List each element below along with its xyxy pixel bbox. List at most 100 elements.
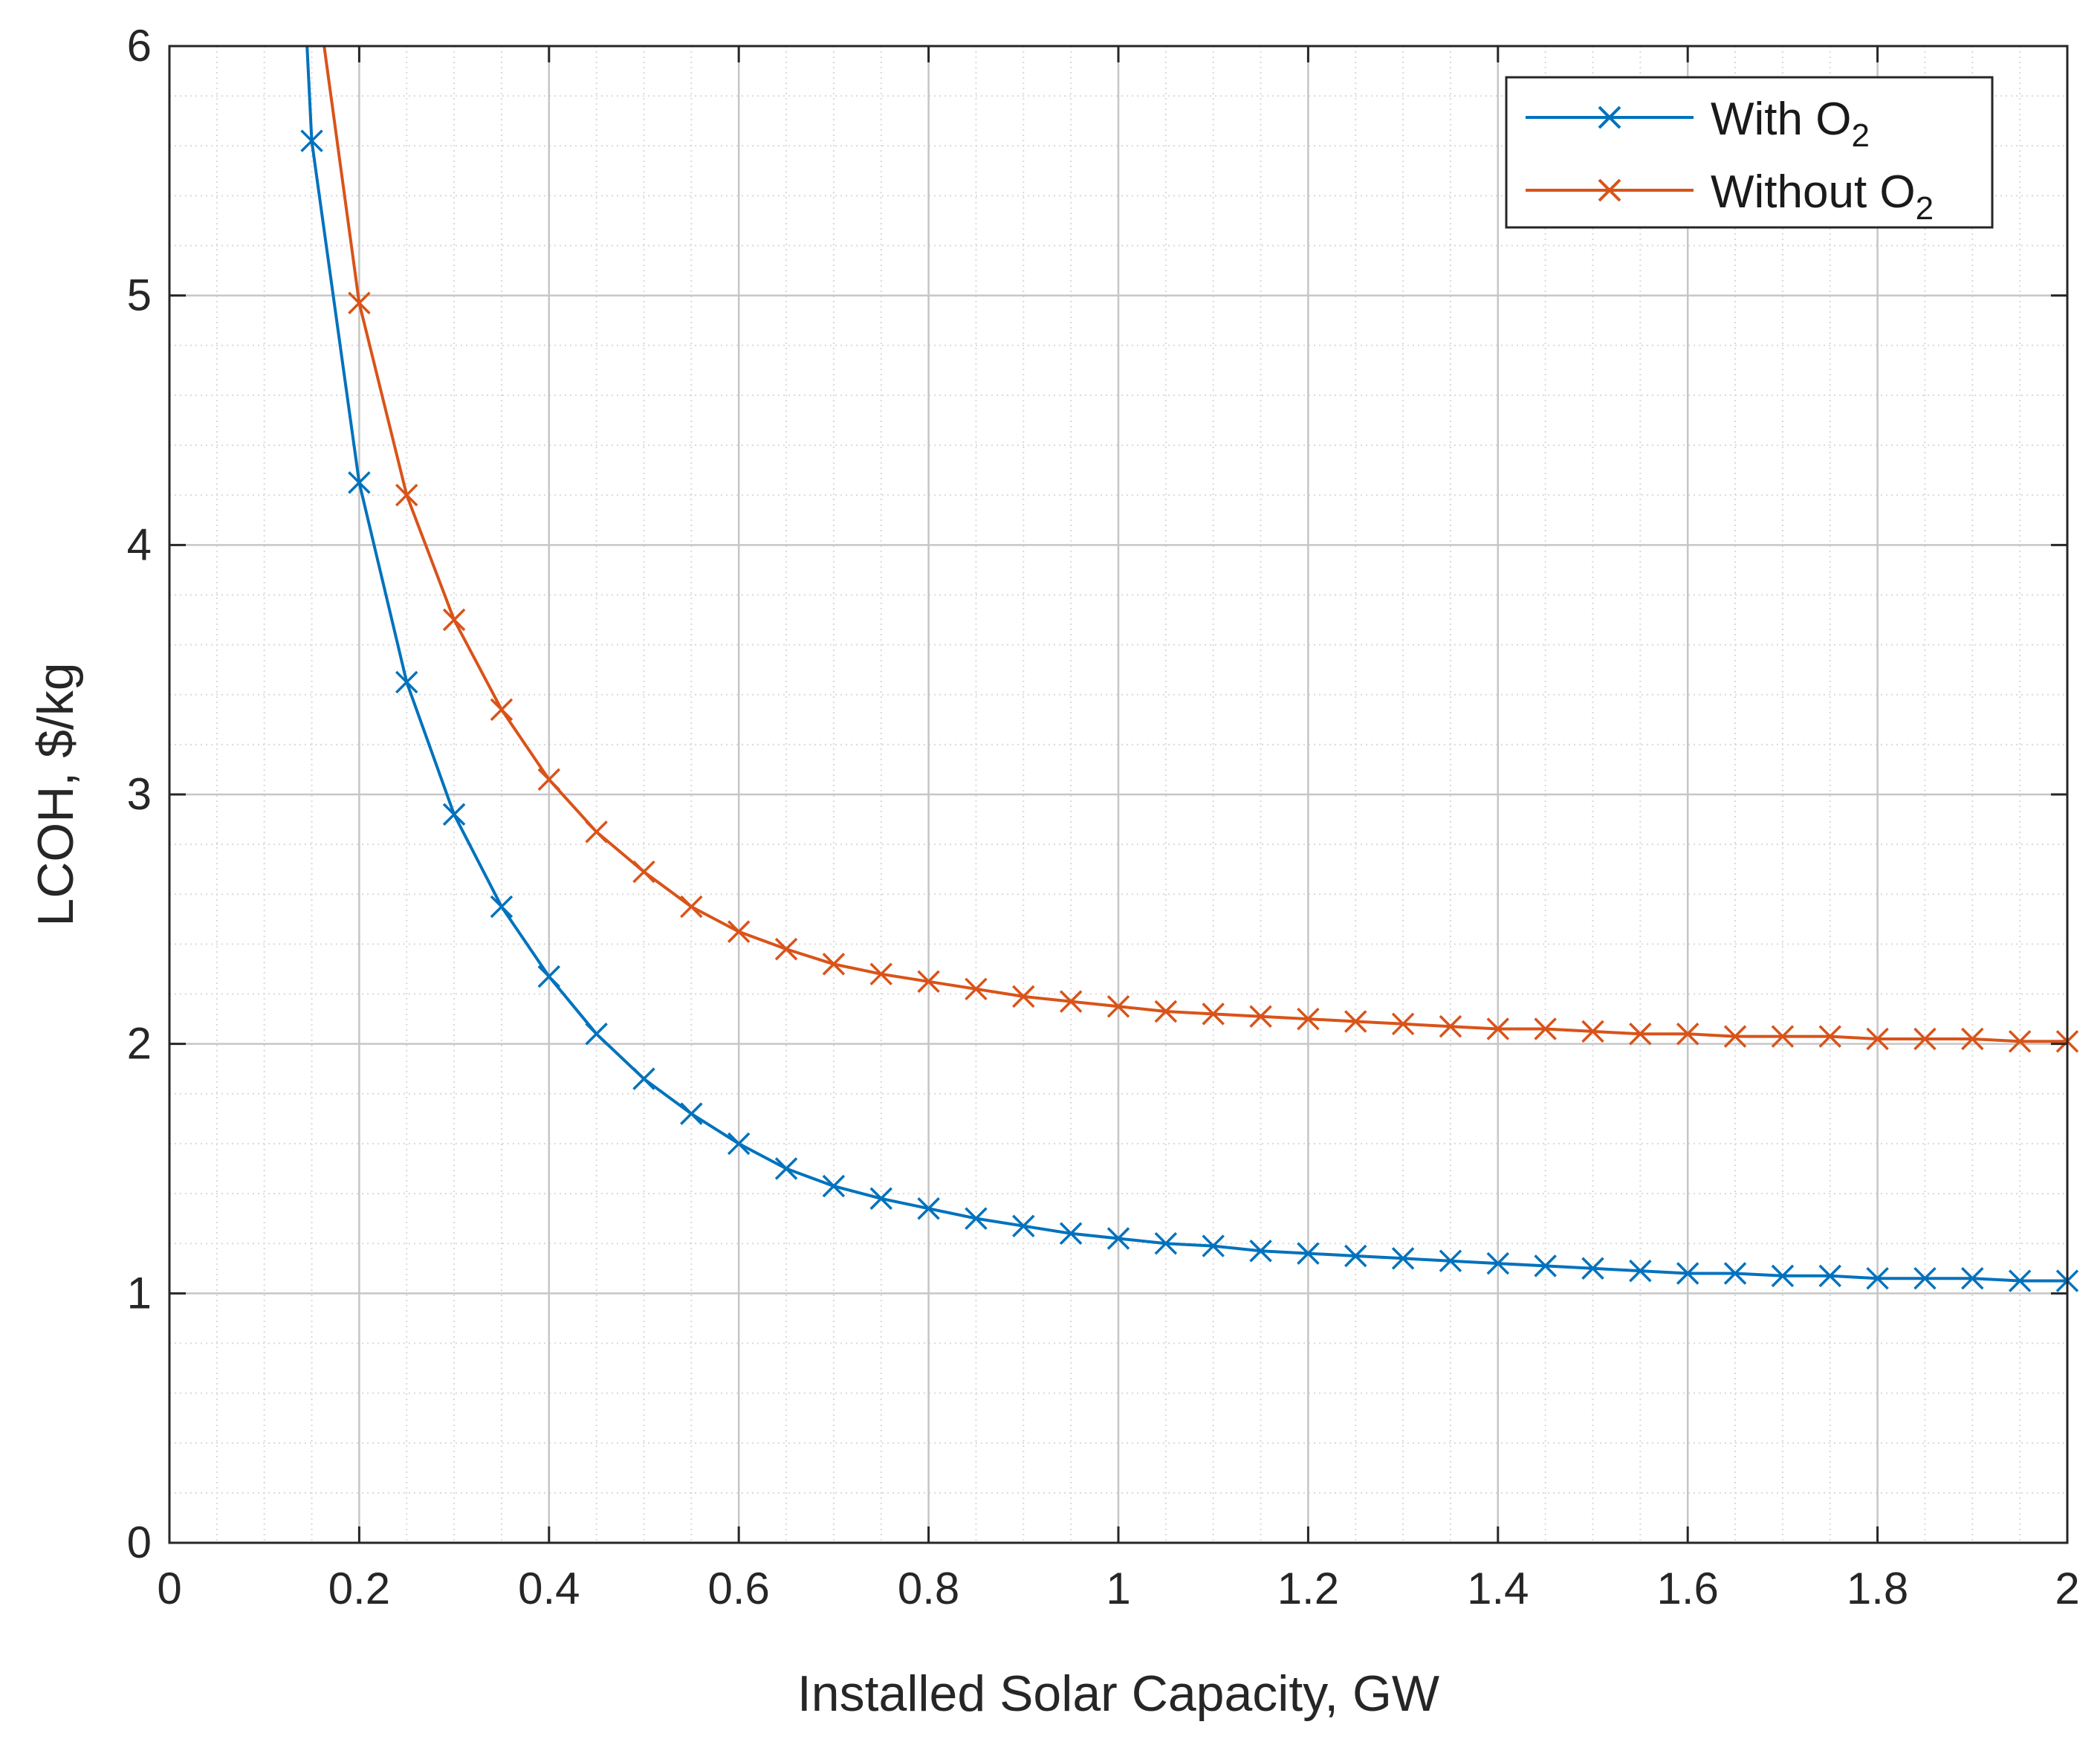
- data-point-with-o2: [632, 1067, 655, 1090]
- y-tick-label: 2: [127, 1019, 152, 1069]
- data-point-with-o2: [1012, 1214, 1035, 1237]
- data-point-without-o2: [1629, 1023, 1652, 1046]
- data-point-without-o2: [1439, 1014, 1462, 1038]
- x-tick-label: 1.2: [1277, 1564, 1339, 1613]
- data-point-without-o2: [1202, 1003, 1225, 1026]
- data-point-with-o2: [2008, 1269, 2032, 1292]
- data-point-without-o2: [965, 977, 988, 1001]
- data-point-with-o2: [1439, 1249, 1462, 1272]
- data-point-with-o2: [1534, 1254, 1557, 1277]
- data-point-with-o2: [680, 1102, 703, 1125]
- data-point-without-o2: [1486, 1017, 1510, 1040]
- y-tick-label: 1: [127, 1268, 152, 1318]
- data-point-with-o2: [1629, 1259, 1652, 1283]
- legend-label-with-o2-text: With O: [1711, 94, 1851, 145]
- y-tick-label: 0: [127, 1518, 152, 1567]
- data-point-with-o2: [1154, 1231, 1178, 1255]
- x-tick-label: 0.4: [518, 1564, 580, 1613]
- y-tick-label: 6: [127, 21, 152, 71]
- x-tick-label: 0.8: [898, 1564, 959, 1613]
- data-point-with-o2: [917, 1196, 940, 1220]
- data-point-without-o2: [1534, 1017, 1557, 1040]
- data-point-without-o2: [1676, 1023, 1699, 1046]
- data-point-without-o2: [774, 937, 798, 961]
- x-tick-label: 0.2: [328, 1564, 390, 1613]
- legend-box: [1505, 76, 1994, 229]
- data-point-without-o2: [1249, 1005, 1272, 1028]
- data-point-without-o2: [490, 698, 513, 722]
- data-point-with-o2: [1249, 1240, 1272, 1263]
- data-point-without-o2: [1344, 1010, 1367, 1033]
- data-point-without-o2: [1106, 995, 1130, 1018]
- data-point-with-o2: [1486, 1251, 1510, 1275]
- y-tick-label: 5: [127, 271, 152, 320]
- data-point-without-o2: [1913, 1027, 1937, 1051]
- x-axis-label: Installed Solar Capacity, GW: [797, 1665, 1439, 1722]
- data-point-without-o2: [2008, 1030, 2032, 1053]
- y-tick-label: 4: [127, 519, 152, 569]
- data-point-with-o2: [537, 965, 561, 988]
- data-point-without-o2: [1297, 1007, 1320, 1031]
- data-point-without-o2: [1012, 985, 1035, 1008]
- major-grid: [169, 46, 2067, 1543]
- data-point-without-o2: [632, 860, 655, 884]
- data-point-with-o2: [490, 895, 513, 919]
- data-point-with-o2: [1866, 1266, 1889, 1290]
- data-point-with-o2: [1913, 1266, 1937, 1290]
- data-point-without-o2: [1771, 1025, 1795, 1048]
- data-point-with-o2: [1771, 1264, 1795, 1288]
- data-point-with-o2: [965, 1207, 988, 1230]
- legend-label-with-o2-subscript: 2: [1851, 117, 1869, 154]
- y-tick-labels: 0 1 2 3 4 5 6: [127, 21, 152, 1567]
- data-point-without-o2: [537, 768, 561, 791]
- data-point-without-o2: [727, 920, 751, 943]
- data-point-with-o2: [1818, 1264, 1841, 1288]
- legend-label-without-o2-text: Without O: [1711, 166, 1916, 218]
- legend-marker-with-o2: [1598, 106, 1621, 129]
- x-tick-label: 1.8: [1847, 1564, 1908, 1613]
- data-point-without-o2: [680, 895, 703, 919]
- data-point-without-o2: [869, 962, 892, 985]
- data-point-with-o2: [1344, 1244, 1367, 1268]
- data-point-without-o2: [1818, 1025, 1841, 1048]
- data-point-with-o2: [727, 1132, 751, 1156]
- data-point-with-o2: [1202, 1234, 1225, 1257]
- x-tick-label: 1: [1106, 1564, 1130, 1613]
- data-point-without-o2: [395, 483, 418, 507]
- data-point-without-o2: [1961, 1027, 1984, 1051]
- data-point-without-o2: [1391, 1012, 1415, 1036]
- data-point-without-o2: [442, 608, 466, 632]
- data-point-with-o2: [869, 1187, 892, 1211]
- data-point-with-o2: [1297, 1242, 1320, 1265]
- data-point-with-o2: [1391, 1247, 1415, 1270]
- data-point-with-o2: [442, 803, 466, 826]
- y-axis-label: LCOH, $/kg: [27, 662, 84, 926]
- legend-label-without-o2: Without O2: [1711, 166, 1934, 227]
- x-tick-label: 0: [157, 1564, 181, 1613]
- data-point-without-o2: [1059, 990, 1083, 1013]
- data-point-with-o2: [1723, 1262, 1747, 1285]
- data-point-with-o2: [1676, 1262, 1699, 1285]
- data-point-with-o2: [774, 1157, 798, 1180]
- x-tick-label: 1.4: [1467, 1564, 1529, 1613]
- legend-label-without-o2-subscript: 2: [1916, 190, 1934, 227]
- data-point-with-o2: [1961, 1266, 1984, 1290]
- data-point-without-o2: [1723, 1025, 1747, 1048]
- x-tick-label: 1.6: [1656, 1564, 1718, 1613]
- x-tick-label: 0.6: [707, 1564, 769, 1613]
- data-point-with-o2: [822, 1174, 846, 1198]
- legend: With O2 Without O2: [1505, 76, 1994, 229]
- data-point-without-o2: [1154, 1000, 1178, 1023]
- data-point-without-o2: [1866, 1027, 1889, 1051]
- y-tick-label: 3: [127, 769, 152, 819]
- data-point-without-o2: [822, 953, 846, 976]
- legend-marker-without-o2: [1598, 178, 1621, 202]
- data-point-with-o2: [1059, 1222, 1083, 1246]
- legend-label-with-o2: With O2: [1711, 94, 1870, 154]
- data-point-without-o2: [917, 970, 940, 993]
- x-tick-labels: 0 0.2 0.4 0.6 0.8 1 1.2 1.4 1.6 1.8 2: [157, 1564, 2079, 1613]
- data-point-without-o2: [1581, 1020, 1604, 1043]
- data-point-with-o2: [585, 1023, 608, 1046]
- data-point-with-o2: [1106, 1227, 1130, 1250]
- series-layer: [300, 45, 2079, 1292]
